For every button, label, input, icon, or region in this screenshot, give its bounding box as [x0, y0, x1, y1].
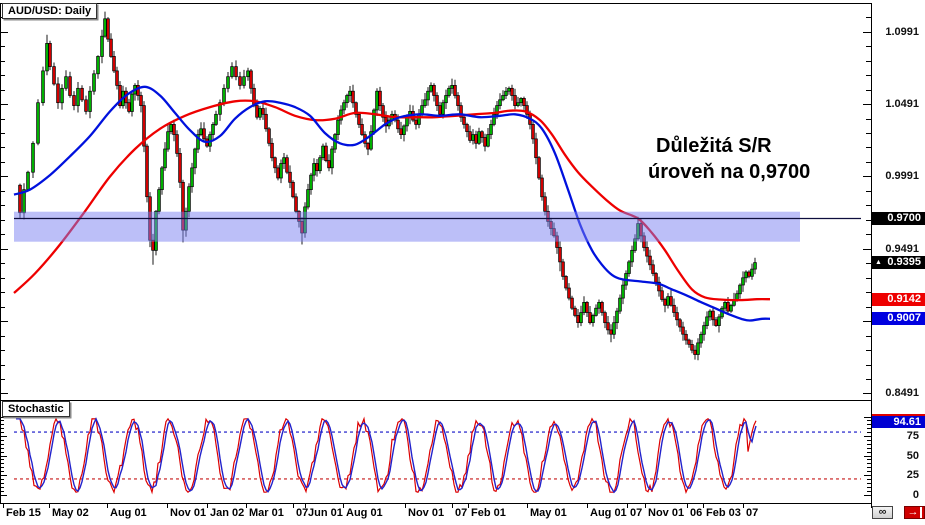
price-axis-label: 0.8491	[885, 387, 919, 400]
price-axis-label: 1.0991	[885, 25, 919, 38]
date-axis-label: Mar 01	[249, 507, 284, 519]
date-axis-label: Aug 01	[590, 507, 627, 519]
date-axis-label: Feb 01	[471, 507, 506, 519]
date-axis-label: Nov 01	[648, 507, 685, 519]
date-axis-label: Jun 01	[308, 507, 343, 519]
stoch-axis-label: 25	[906, 469, 919, 481]
date-axis-label: Feb 15	[6, 507, 41, 519]
price-axis-label: 1.0491	[885, 98, 919, 111]
last-price-triangle-icon: ▲	[875, 259, 882, 267]
date-axis-label: 07	[630, 507, 643, 519]
price-marker-0.9142: 0.9142	[872, 292, 925, 306]
price-marker-0.9395: 0.9395 ▲	[872, 256, 925, 270]
stoch-current-value-marker: 94.61	[872, 413, 925, 428]
axes-and-borders	[0, 3, 872, 508]
symbol-timeframe-tab[interactable]: AUD/USD: Daily	[2, 3, 98, 19]
date-axis-label: May 01	[530, 507, 567, 519]
sr-annotation-line1: Důležitá S/R	[656, 135, 772, 157]
date-axis-label: 07	[746, 507, 759, 519]
date-axis-label: 07	[296, 507, 309, 519]
date-axis-label: Nov 01	[170, 507, 207, 519]
date-axis-label: 06	[690, 507, 703, 519]
sr-band	[14, 211, 800, 242]
ma-slow-red-line	[13, 99, 771, 302]
sr-annotation-line2: úroveň na 0,9700	[648, 161, 811, 183]
stoch-axis-label: 50	[906, 449, 919, 462]
stoch-axis-label: 75	[906, 430, 919, 442]
price-axis-label: 0.9491	[885, 242, 919, 255]
stoch-axis-label: 0	[912, 488, 919, 501]
date-axis-label: Jan 02	[210, 507, 245, 519]
date-axis-label: Aug 01	[346, 507, 383, 519]
date-axis-label: May 02	[52, 507, 89, 519]
stochastic-indicator-tab[interactable]: Stochastic	[2, 401, 70, 417]
price-marker-0.9007: 0.9007	[872, 312, 925, 326]
stoch-signal-line	[16, 417, 757, 494]
date-axis-label: Nov 01	[408, 507, 445, 519]
arrow-right-icon: →	[908, 507, 922, 518]
price-marker-0.9700: 0.9700	[872, 212, 925, 225]
link-charts-icon[interactable]: ∞	[872, 506, 893, 519]
date-axis-label: Aug 01	[110, 507, 147, 519]
sr-level-annotation: Důležitá S/R úroveň na 0,9700	[648, 133, 810, 185]
candlesticks	[18, 11, 757, 361]
ma-fast-blue-line	[13, 85, 771, 322]
date-axis-label: Feb 03	[706, 507, 741, 519]
date-axis-label: 07	[455, 507, 468, 519]
price-axis-label: 0.9991	[885, 170, 919, 183]
scroll-to-end-icon[interactable]: →	[904, 506, 925, 519]
